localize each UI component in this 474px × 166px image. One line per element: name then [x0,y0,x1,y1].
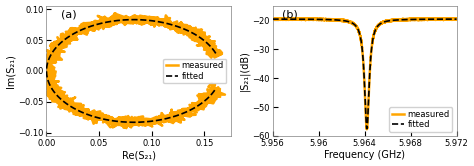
X-axis label: Frequency (GHz): Frequency (GHz) [324,150,405,161]
fitted [131,121,137,123]
measured [454,18,459,20]
fitted [416,18,422,20]
measured [406,18,412,20]
Text: (b): (b) [282,10,298,20]
fitted [213,87,219,89]
Legend: measured, fitted: measured, fitted [163,59,227,83]
fitted [454,18,459,20]
fitted [279,18,284,20]
measured [364,128,370,130]
measured [416,18,422,20]
fitted [213,52,219,54]
Line: fitted: fitted [46,20,216,122]
fitted [379,22,384,24]
fitted [201,40,207,42]
fitted [135,121,140,123]
measured [270,18,275,20]
fitted [46,59,52,61]
measured [210,87,216,89]
measured [112,12,118,14]
measured [41,61,47,63]
measured [337,19,342,21]
fitted [337,19,342,21]
measured [379,23,384,25]
fitted [44,66,50,68]
measured [128,123,133,125]
Line: fitted: fitted [273,19,456,129]
fitted [387,20,392,22]
X-axis label: Re(S₂₁): Re(S₂₁) [121,150,155,161]
measured [279,18,284,20]
measured [437,17,443,19]
Line: measured: measured [36,13,225,128]
measured [123,127,129,129]
Y-axis label: |S₂₁|(dB): |S₂₁|(dB) [239,50,249,91]
Y-axis label: Im(S₂₁): Im(S₂₁) [6,54,16,88]
Line: measured: measured [273,18,456,129]
fitted [131,19,137,21]
fitted [207,95,213,97]
measured [387,20,392,22]
fitted [270,18,275,20]
measured [50,60,56,62]
measured [206,101,211,103]
measured [200,42,206,44]
fitted [406,18,412,20]
measured [208,96,214,98]
fitted [207,95,213,97]
measured [215,54,221,56]
Legend: measured, fitted: measured, fitted [389,107,452,132]
fitted [364,128,370,130]
Text: (a): (a) [61,10,77,20]
